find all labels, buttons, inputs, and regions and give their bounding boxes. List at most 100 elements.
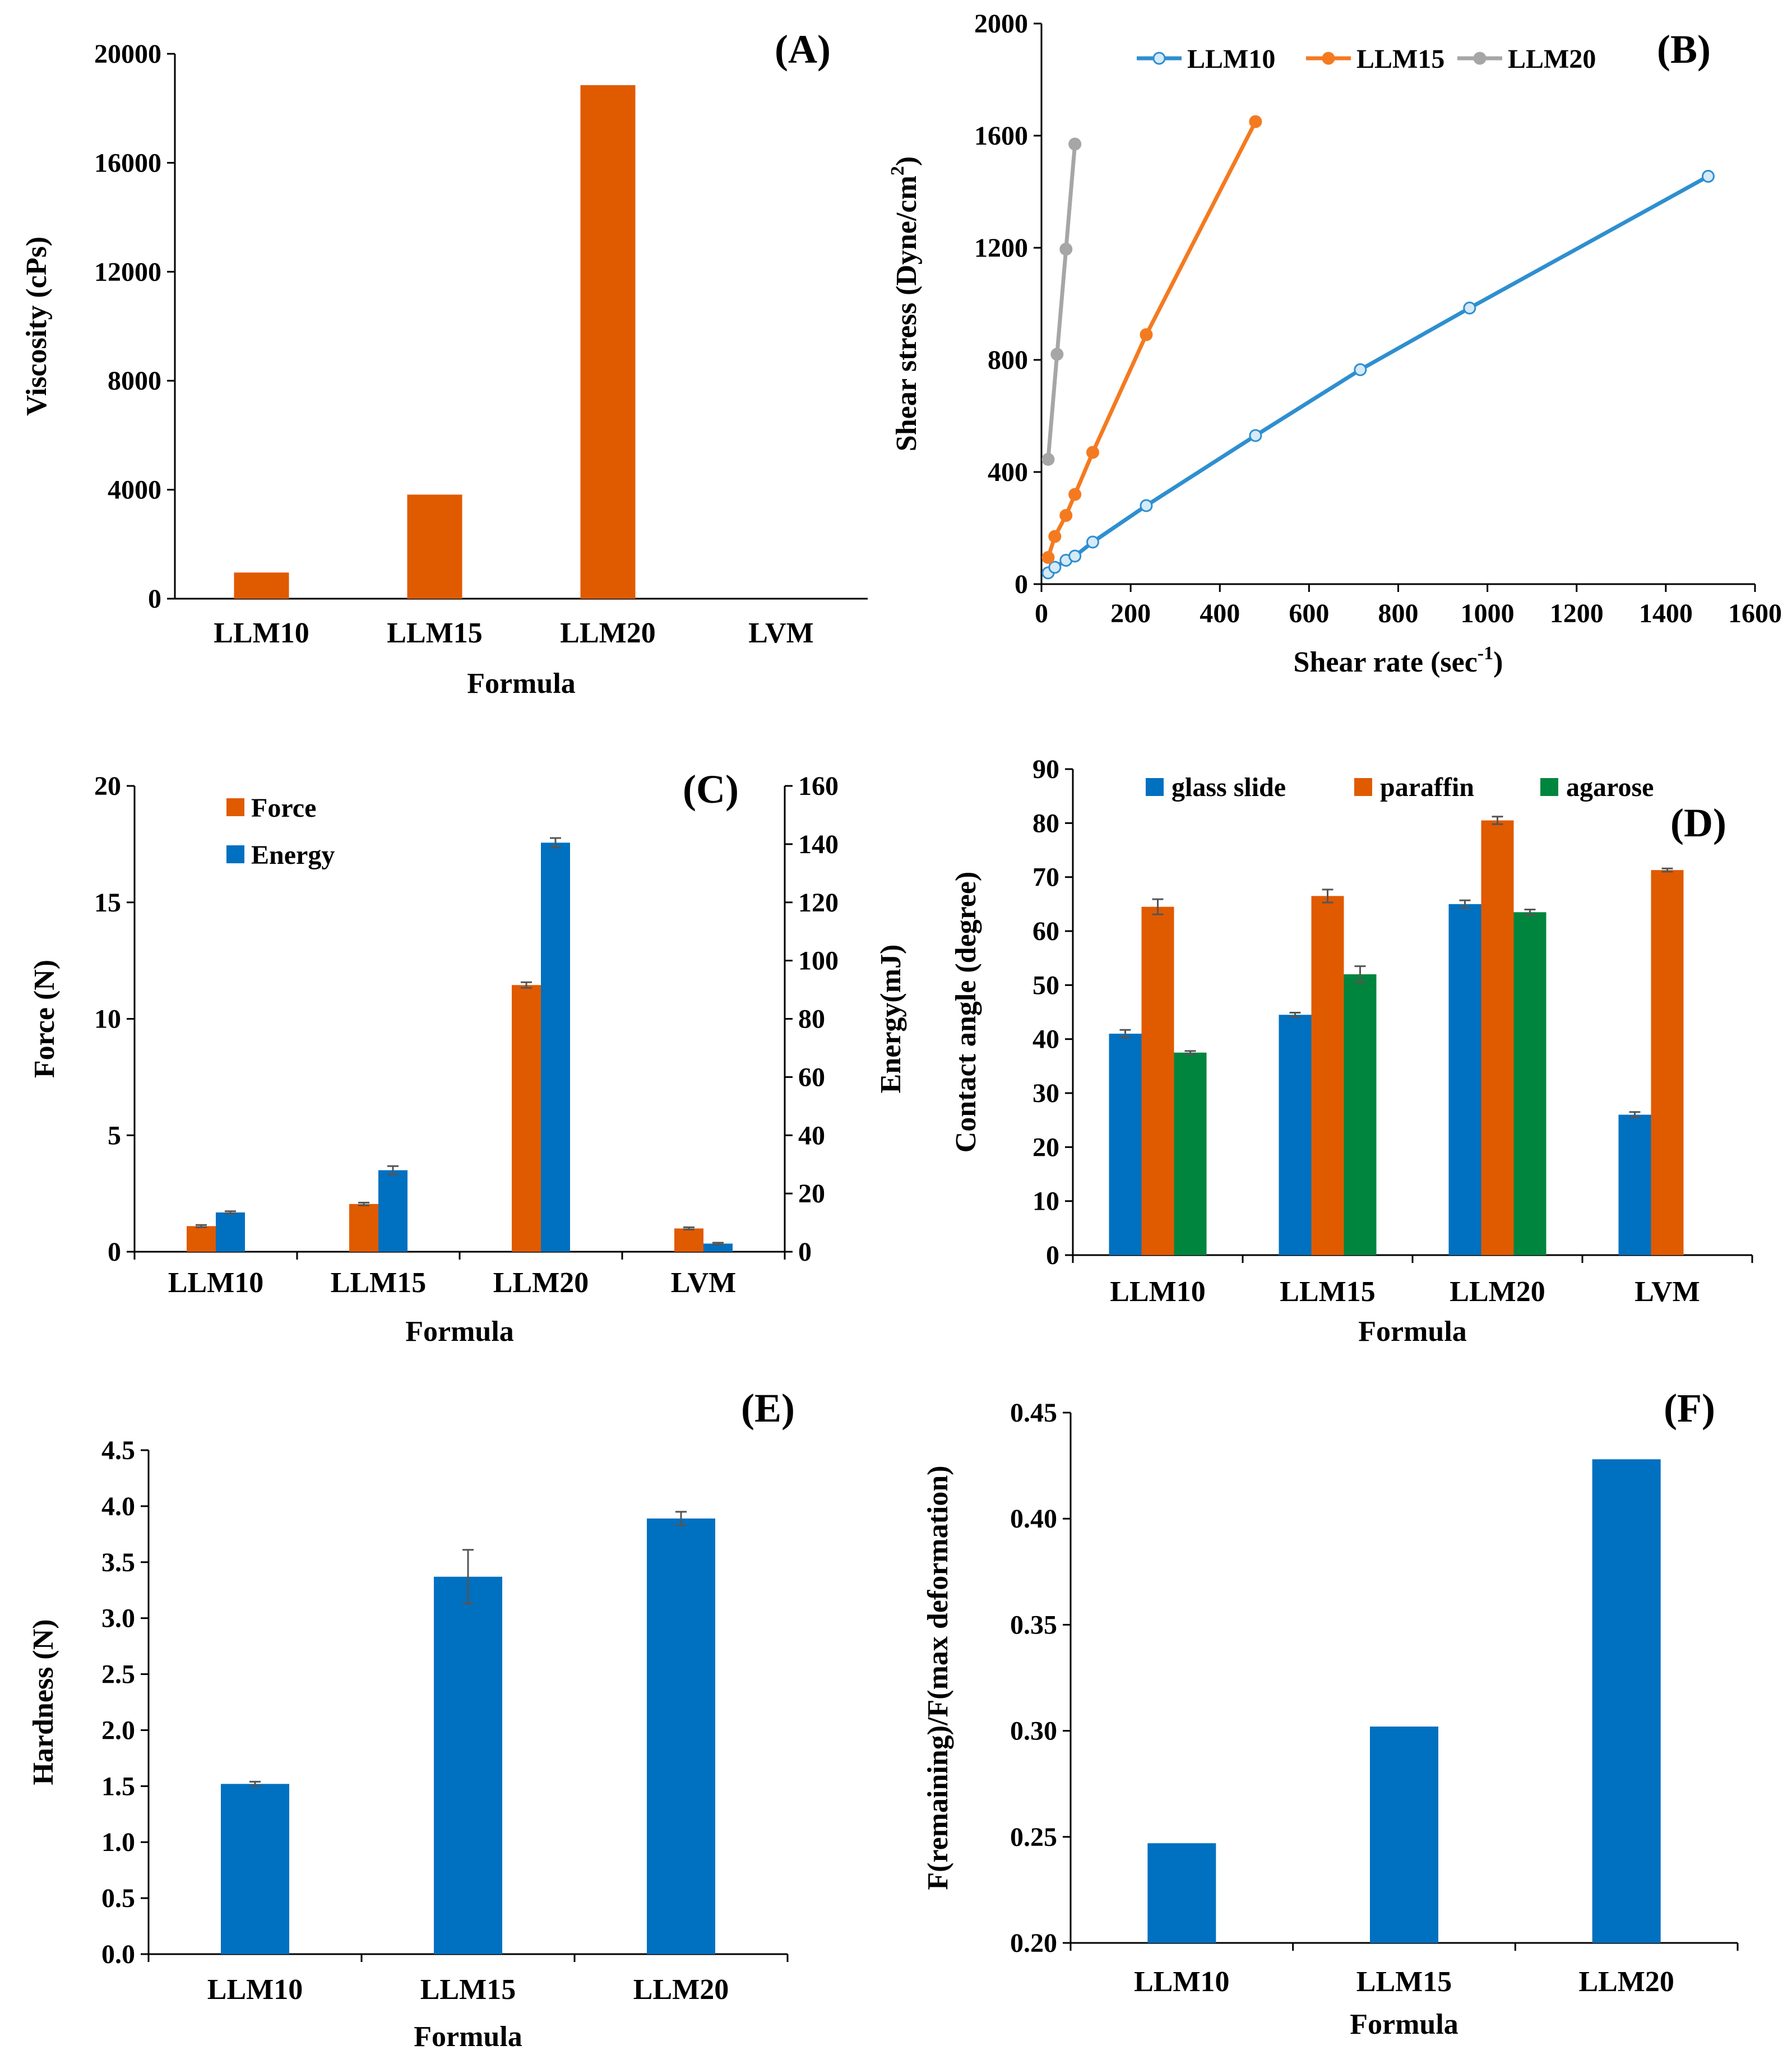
- chart-e-y-tick-label: 1.5: [101, 1771, 135, 1801]
- chart-d-panel-label: (D): [1670, 800, 1726, 845]
- chart-b-x-axis-label-end: ): [1493, 646, 1503, 678]
- chart-b: 0 400 800 1200 1600 2000 0 200 400 600 800 1000 1200…: [887, 9, 1782, 678]
- chart-d-y-tick-label: 90: [1032, 755, 1059, 784]
- chart-c-panel-label: (C): [683, 767, 739, 812]
- chart-b-y-axis-label: Shear stress (Dyne/cm2): [887, 156, 923, 451]
- chart-a-category-label: LLM15: [387, 617, 482, 649]
- chart-b-x-tick-label: 0: [1035, 599, 1048, 628]
- chart-a-x-axis-label: Formula: [467, 668, 576, 700]
- chart-c-right-tick-label: 0: [798, 1237, 812, 1267]
- chart-d-bar: [1279, 1015, 1312, 1255]
- chart-e-y-tick-label: 0.0: [101, 1940, 135, 1969]
- chart-d-legend-swatch: [1146, 778, 1164, 796]
- chart-c-legend-label: Energy: [251, 840, 335, 870]
- chart-d-bar: [1344, 974, 1377, 1255]
- chart-c-right-tick-label: 100: [798, 946, 839, 976]
- chart-d-y-tick-label: 40: [1032, 1025, 1059, 1054]
- chart-b-x-tick-label: 1000: [1461, 599, 1515, 628]
- chart-c-bar: [674, 1228, 703, 1252]
- chart-c-bar: [187, 1226, 216, 1252]
- chart-f-y-tick-label: 0.20: [1010, 1928, 1057, 1958]
- chart-b-point: [1068, 488, 1082, 501]
- chart-c-y-tick-label: 0: [108, 1237, 121, 1267]
- chart-c-y-tick-label: 15: [94, 888, 121, 918]
- chart-b-point: [1050, 348, 1064, 361]
- chart-c-legend-swatch: [226, 798, 244, 816]
- chart-f-y-axis-label: F(remaining)/F(max deformation): [922, 1465, 954, 1890]
- chart-c-y-axis-label-right: Energy(mJ): [875, 945, 907, 1094]
- chart-b-legend-marker: [1152, 52, 1166, 65]
- chart-a-category-label: LLM10: [214, 617, 309, 649]
- chart-d-y-tick-label: 20: [1032, 1132, 1059, 1162]
- chart-d-legend-label: paraffin: [1380, 772, 1474, 802]
- chart-f-y-tick-label: 0.35: [1010, 1610, 1057, 1640]
- chart-b-x-axis-label: Shear rate (sec-1): [1294, 643, 1503, 678]
- chart-c-right-tick-label: 60: [798, 1062, 825, 1092]
- chart-c-category-label: LVM: [671, 1267, 737, 1299]
- chart-e-y-tick-label: 3.0: [101, 1604, 135, 1633]
- chart-f-bar: [1370, 1727, 1438, 1943]
- chart-f-y-tick-label: 0.30: [1010, 1716, 1057, 1746]
- chart-f: 0.20 0.25 0.30 0.35 0.40 0.45 LLM10 LLM15 LLM20 F…: [922, 1386, 1739, 2040]
- chart-e-category-label: LLM20: [633, 1974, 729, 2006]
- chart-b-y-tick-label: 400: [988, 457, 1028, 487]
- chart-c-category-label: LLM15: [331, 1267, 426, 1299]
- chart-c-right-tick-label: 140: [798, 830, 839, 859]
- chart-e: 0.0 0.5 1.0 1.5 2.0 2.5 3.0 3.5 4.0 4.5 LLM10 LLM15…: [27, 1386, 795, 2053]
- chart-c-right-tick-label: 160: [798, 771, 839, 801]
- chart-c-right-tick-label: 20: [798, 1179, 825, 1209]
- chart-b-x-tick-label: 1200: [1550, 599, 1604, 628]
- chart-f-category-label: LLM10: [1134, 1966, 1229, 1998]
- chart-e-category-label: LLM15: [420, 1974, 516, 2006]
- chart-c-y-axis-label: Force (N): [29, 960, 61, 1078]
- chart-d-bar: [1141, 906, 1174, 1255]
- chart-b-point: [1059, 243, 1073, 256]
- chart-f-y-tick-label: 0.45: [1010, 1398, 1057, 1428]
- chart-e-y-tick-label: 0.5: [101, 1883, 135, 1913]
- chart-d-y-tick-label: 0: [1046, 1241, 1059, 1270]
- chart-b-legend-label: LLM20: [1508, 44, 1596, 74]
- chart-a-y-tick-label: 16000: [94, 148, 161, 178]
- chart-a-bar: [407, 494, 462, 599]
- chart-f-y-tick-label: 0.25: [1010, 1822, 1057, 1852]
- chart-e-bar: [434, 1576, 502, 1954]
- chart-b-point: [1068, 137, 1082, 151]
- chart-c-category-label: LLM20: [493, 1267, 589, 1299]
- chart-c-bar: [703, 1243, 733, 1252]
- chart-b-y-tick-label: 1600: [974, 121, 1028, 151]
- chart-a-y-tick-label: 4000: [108, 475, 161, 505]
- chart-c-legend-swatch: [226, 845, 244, 863]
- chart-e-y-tick-label: 1.0: [101, 1827, 135, 1857]
- chart-b-panel-label: (B): [1657, 27, 1711, 72]
- chart-b-y-tick-label: 800: [988, 345, 1028, 375]
- chart-a-panel-label: (A): [775, 27, 831, 72]
- chart-e-y-tick-label: 3.5: [101, 1548, 135, 1577]
- chart-c: 0 5 10 15 20 0 20 40 60 80 100 120 140 160 LLM10 LLM15 L…: [29, 767, 907, 1348]
- chart-b-point: [1068, 549, 1082, 563]
- chart-b-point: [1140, 328, 1153, 341]
- chart-d-y-tick-label: 10: [1032, 1187, 1059, 1216]
- chart-c-right-tick-label: 40: [798, 1121, 825, 1150]
- chart-d-bar: [1448, 904, 1481, 1255]
- chart-b-y-axis-label-main: Shear stress (Dyne/cm: [891, 175, 923, 451]
- chart-d-bar: [1651, 870, 1684, 1255]
- chart-d-y-axis-label: Contact angle (degree): [950, 872, 982, 1153]
- chart-b-point: [1354, 363, 1367, 376]
- chart-b-x-axis-label-sup: -1: [1478, 643, 1493, 664]
- chart-a-y-axis-label: Viscosity (cPs): [21, 237, 53, 416]
- chart-a-y-tick-label: 0: [148, 584, 161, 614]
- chart-b-legend-label: LLM15: [1356, 44, 1444, 74]
- chart-d-y-tick-label: 60: [1032, 917, 1059, 946]
- chart-b-series-line: [1046, 144, 1077, 460]
- chart-f-bar: [1592, 1459, 1661, 1943]
- chart-d: 0 10 20 30 40 50 60 70 80 90 LLM10 LLM15 LLM20 LVM For…: [950, 755, 1753, 1348]
- chart-d-category-label: LLM20: [1450, 1276, 1545, 1308]
- chart-e-bar: [221, 1784, 289, 1954]
- chart-e-y-tick-label: 2.0: [101, 1715, 135, 1745]
- chart-b-series-line: [1047, 174, 1710, 575]
- chart-d-bar: [1311, 896, 1344, 1255]
- chart-b-x-axis-label-main: Shear rate (sec: [1294, 646, 1478, 678]
- chart-c-bar: [541, 843, 570, 1252]
- chart-c-category-label: LLM10: [168, 1267, 263, 1299]
